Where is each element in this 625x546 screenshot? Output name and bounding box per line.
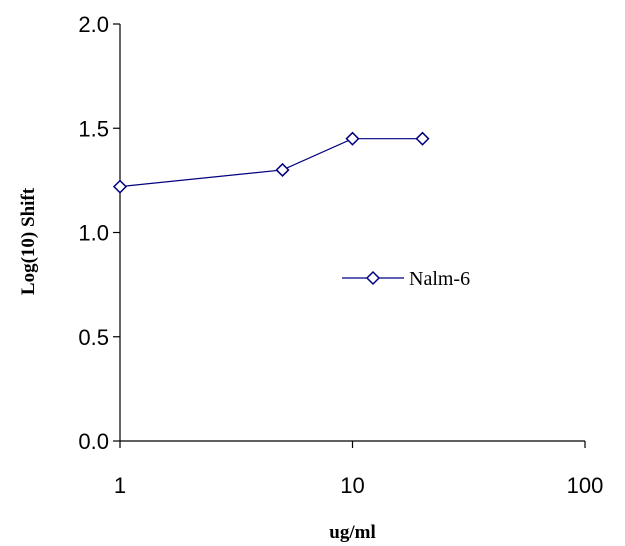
y-tick-label: 2.0 (78, 12, 109, 37)
y-tick-label: 0.5 (78, 325, 109, 350)
y-tick-label: 1.5 (78, 116, 109, 141)
x-ticks: 1 10 100 (114, 441, 603, 498)
data-point (345, 131, 360, 146)
y-tick-label: 0.0 (78, 429, 109, 454)
axes (119, 24, 585, 442)
legend-marker-swatch (365, 270, 381, 286)
x-tick-label: 100 (567, 473, 604, 498)
x-tick-label: 1 (114, 473, 126, 498)
series-layer (112, 131, 430, 194)
legend: Nalm-6 (342, 268, 470, 290)
x-tick-label: 10 (340, 473, 364, 498)
data-point (275, 162, 290, 178)
x-axis-title: ug/ml (329, 522, 375, 543)
y-axis-title: Log(10) Shift (18, 187, 39, 295)
legend-label-nalm-6: Nalm-6 (409, 268, 470, 290)
data-point (112, 179, 128, 194)
y-tick-label: 1.0 (78, 221, 109, 246)
data-point (415, 131, 430, 146)
y-ticks: 0.0 0.5 1.0 1.5 2.0 (78, 12, 120, 454)
series-line (119, 138, 423, 188)
